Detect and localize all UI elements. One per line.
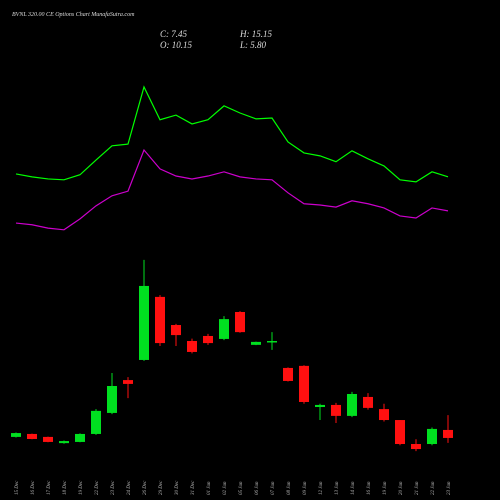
x-tick-label: 21 Jan xyxy=(415,481,420,495)
candle-body xyxy=(315,404,325,408)
candle-body xyxy=(59,441,69,444)
candle-body xyxy=(379,409,389,421)
candle-body xyxy=(139,285,149,360)
x-tick-label: 30 Dec xyxy=(175,480,180,495)
candle-body xyxy=(331,404,341,416)
candle-body xyxy=(43,436,53,442)
candle-body xyxy=(283,367,293,381)
x-tick-label: 16 Jan xyxy=(367,481,372,495)
x-tick-label: 19 Jan xyxy=(383,481,388,495)
x-tick-label: 06 Jan xyxy=(255,481,260,495)
x-tick-label: 31 Dec xyxy=(191,480,196,495)
candle-body xyxy=(235,311,245,333)
x-tick-label: 23 Jan xyxy=(447,481,452,495)
candle-body xyxy=(123,380,133,384)
x-tick-label: 08 Jan xyxy=(287,481,292,495)
x-tick-label: 29 Dec xyxy=(159,480,164,495)
candle-body xyxy=(267,341,277,343)
x-tick-label: 13 Jan xyxy=(335,481,340,495)
candle-body xyxy=(411,444,421,450)
x-tick-label: 23 Dec xyxy=(111,480,116,495)
x-tick-label: 02 Jan xyxy=(223,481,228,495)
x-tick-label: 20 Jan xyxy=(399,481,404,495)
candle-body xyxy=(427,428,437,445)
x-tick-label: 15 Dec xyxy=(15,480,20,495)
close-label: C: 7.45 xyxy=(160,29,188,39)
x-tick-label: 24 Dec xyxy=(127,480,132,495)
ma-line xyxy=(15,148,449,231)
x-tick-label: 12 Jan xyxy=(319,481,324,495)
x-tick-label: 19 Dec xyxy=(79,480,84,495)
x-tick-label: 05 Jan xyxy=(239,481,244,495)
candle-body xyxy=(107,385,117,413)
candle-body xyxy=(11,433,21,437)
candle-body xyxy=(251,341,261,345)
ma-line xyxy=(15,85,449,183)
x-tick-label: 26 Dec xyxy=(143,480,148,495)
x-tick-label: 22 Dec xyxy=(95,480,100,495)
open-label: O: 10.15 xyxy=(160,40,192,50)
candle-body xyxy=(347,393,357,416)
x-tick-label: 09 Jan xyxy=(303,481,308,495)
x-tick-label: 07 Jan xyxy=(271,481,276,495)
x-tick-label: 14 Jan xyxy=(351,481,356,495)
candle-body xyxy=(27,433,37,439)
chart-title: BVNL 320.00 CE Options Chart MunafaSutra… xyxy=(12,11,135,18)
candle-body xyxy=(363,396,373,408)
candle-body xyxy=(203,335,213,344)
candle-body xyxy=(171,325,181,336)
candle-body xyxy=(395,420,405,445)
low-label: L: 5.80 xyxy=(239,40,267,50)
candle-body xyxy=(91,410,101,434)
candle-body xyxy=(299,365,309,402)
x-tick-label: 17 Dec xyxy=(47,480,52,495)
x-tick-label: 18 Dec xyxy=(63,480,68,495)
x-tick-label: 01 Jan xyxy=(207,481,212,495)
high-label: H: 15.15 xyxy=(239,29,272,39)
candle-body xyxy=(443,429,453,438)
candle-body xyxy=(155,296,165,344)
x-tick-label: 22 Jan xyxy=(431,481,436,495)
candle-body xyxy=(219,319,229,339)
candle-body xyxy=(187,341,197,352)
candle-body xyxy=(75,433,85,442)
x-tick-label: 16 Dec xyxy=(31,480,36,495)
